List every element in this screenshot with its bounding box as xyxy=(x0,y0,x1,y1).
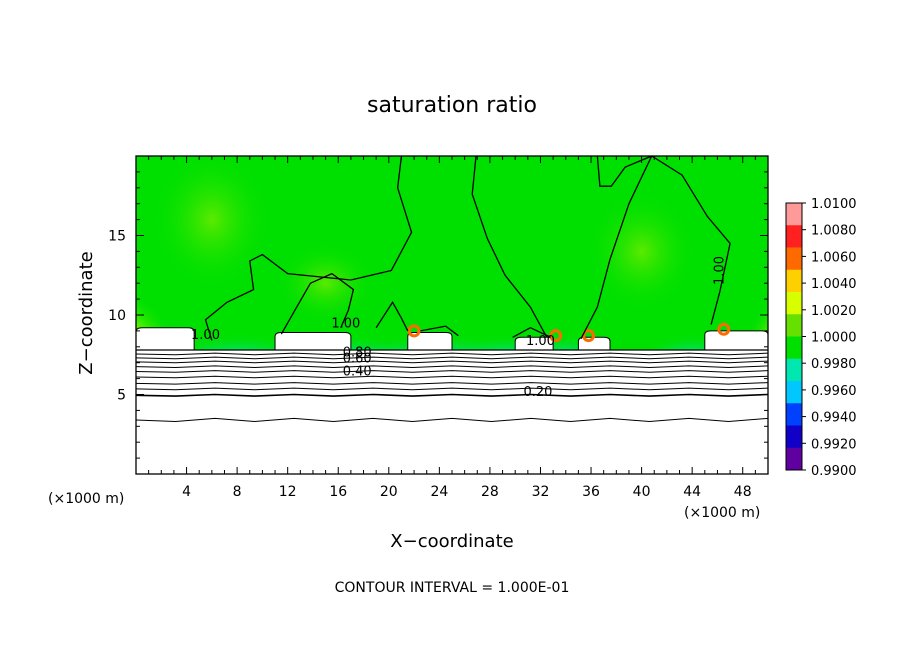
colorbar-label: 0.9960 xyxy=(811,384,857,399)
contour-line xyxy=(136,393,768,397)
x-tick-label: 40 xyxy=(633,484,651,500)
contour-label: 0.80 xyxy=(343,345,372,360)
y-tick-label: 10 xyxy=(108,308,126,324)
x-tick-label: 8 xyxy=(233,484,242,500)
colorbar-swatch xyxy=(786,292,802,315)
contour-line xyxy=(136,360,768,364)
colorbar-label: 0.9900 xyxy=(811,464,857,479)
contour-line xyxy=(596,156,731,325)
colorbar-swatch xyxy=(786,336,802,360)
contour-line xyxy=(136,375,768,379)
contour-line xyxy=(420,325,459,337)
contour-label: 1.00 xyxy=(713,256,728,285)
colorbar-label: 1.0080 xyxy=(811,224,857,239)
contour-line xyxy=(136,365,768,368)
colorbar-label: 1.0100 xyxy=(811,197,857,212)
y-tick-label: 15 xyxy=(108,229,126,245)
colorbar-label: 1.0000 xyxy=(811,331,857,346)
x-tick-label: 20 xyxy=(380,484,398,500)
colorbar-swatch xyxy=(786,425,802,449)
field-patch-lime xyxy=(275,243,376,324)
contour-label: 1.00 xyxy=(526,334,555,349)
colorbar-label: 0.9980 xyxy=(811,357,857,372)
contour-label: 0.60 xyxy=(343,352,372,367)
contour-line xyxy=(580,156,653,340)
contour-label: 1.00 xyxy=(331,317,360,332)
field-layer: 1.00 1.00 1.00 0.800.600.40 0.20 1.00 xyxy=(136,156,768,474)
colorbar-swatch xyxy=(786,203,802,226)
colorbar: 1.0100 1.0080 1.0060 1.0040 1.0020 1.0000 0.99… xyxy=(785,197,857,479)
x-unit-left: (×1000 m) xyxy=(48,491,124,507)
contour-line xyxy=(204,156,413,341)
x-tick-label: 4 xyxy=(182,484,191,500)
dry-blob xyxy=(407,331,453,351)
colorbar-swatch xyxy=(786,269,802,293)
dry-layer xyxy=(136,349,768,474)
y-tick-label: 5 xyxy=(117,388,126,404)
dry-blob xyxy=(704,330,768,351)
x-tick-label: 44 xyxy=(683,484,701,500)
colorbar-swatch xyxy=(786,225,802,248)
colorbar-label: 0.9940 xyxy=(811,411,857,426)
dry-blob xyxy=(136,327,195,351)
colorbar-swatch xyxy=(786,381,802,404)
plot-area: 1.001.001.000.800.600.400.201.004 8 12 16 20… xyxy=(108,155,769,500)
x-tick-label: 48 xyxy=(734,484,752,500)
colorbar-swatch xyxy=(786,447,802,471)
contour-label: 1.00 xyxy=(191,328,220,343)
contour-line xyxy=(375,301,409,332)
supersaturation-fringe xyxy=(549,329,563,343)
colorbar-label: 0.9920 xyxy=(811,437,857,452)
x-tick-label: 36 xyxy=(582,484,600,500)
x-tick-label: 16 xyxy=(329,484,347,500)
contour-line xyxy=(512,326,551,338)
contour-line xyxy=(136,382,768,385)
field-patch-lime xyxy=(151,156,272,290)
contour-line xyxy=(136,370,768,373)
y-axis-label: Z−coordinate xyxy=(76,251,97,374)
contour-label: 0.40 xyxy=(343,364,372,379)
x-tick-label: 12 xyxy=(279,484,297,500)
x-axis-label: X−coordinate xyxy=(390,531,513,552)
x-tick-label: 28 xyxy=(481,484,499,500)
dry-blob xyxy=(274,331,352,351)
contour-line xyxy=(136,417,768,423)
contour-line xyxy=(136,352,768,356)
colorbar-swatch xyxy=(786,403,802,426)
colorbar-label: 1.0060 xyxy=(811,250,857,265)
x-tick-label: 24 xyxy=(430,484,448,500)
colorbar-swatch xyxy=(786,247,802,271)
colorbar-swatch xyxy=(786,314,802,337)
x-unit-right: (×1000 m) xyxy=(684,505,760,521)
colorbar-label: 1.0040 xyxy=(811,277,857,292)
field-patch-lime xyxy=(586,191,697,312)
contour-line xyxy=(280,272,355,335)
supersaturation-fringe xyxy=(582,329,596,343)
contour-line xyxy=(136,356,768,360)
contour-label: 0.20 xyxy=(523,385,552,400)
x-tick-label: 32 xyxy=(532,484,550,500)
chart-title: saturation ratio xyxy=(367,93,537,118)
supersaturation-fringe xyxy=(407,324,421,338)
supersaturation-fringe xyxy=(717,322,731,336)
colorbar-swatch xyxy=(786,358,802,382)
contour-interval-note: CONTOUR INTERVAL = 1.000E-01 xyxy=(335,580,570,596)
contour-line xyxy=(136,387,768,391)
contour-line xyxy=(471,156,548,338)
colorbar-label: 1.0020 xyxy=(811,304,857,319)
